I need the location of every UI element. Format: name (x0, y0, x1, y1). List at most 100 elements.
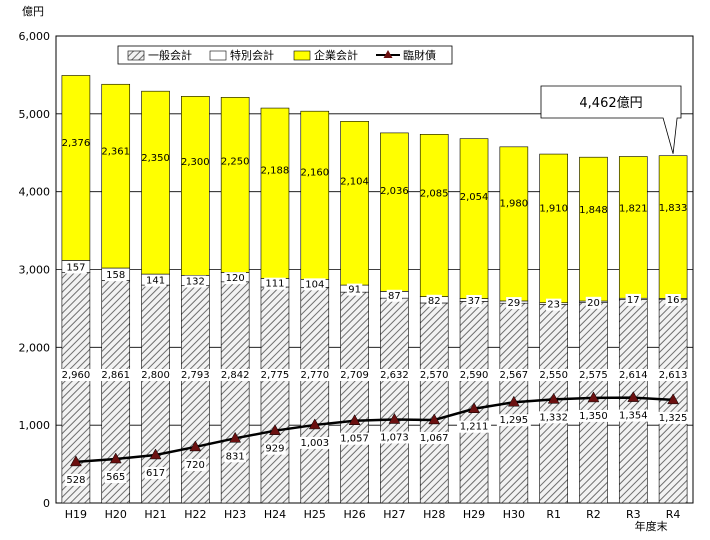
label-enterprise: 2,376 (62, 138, 91, 149)
label-special-bg (545, 298, 562, 311)
label-line-bg (297, 436, 332, 449)
label-general-bg (656, 369, 691, 381)
label-enterprise: 2,300 (181, 157, 210, 168)
x-tick-label: H19 (65, 508, 87, 521)
plot-area (55, 35, 694, 504)
label-general-bg (178, 369, 213, 381)
label-general-bg (536, 369, 571, 381)
y-axis-ticks: 0 1,000 2,000 3,000 4,000 5,000 6,000 (19, 30, 51, 510)
label-line-bg (496, 414, 531, 427)
label-line: 528 (66, 475, 85, 486)
callout-text: 4,462億円 (579, 95, 642, 111)
bar-general (340, 291, 369, 504)
bar-general (101, 280, 131, 504)
y-tick-label: 5,000 (19, 108, 51, 121)
x-tick-label: H23 (224, 508, 246, 521)
label-general-bg (98, 369, 133, 381)
label-general: 2,861 (101, 370, 130, 381)
label-special-bg (65, 261, 87, 274)
label-special-bg (426, 294, 442, 307)
label-general: 2,775 (261, 370, 290, 381)
label-general: 2,770 (300, 370, 329, 381)
bars: 2,960 157 2,376 2,861 158 2,361 2,800 141 2,350 2… (58, 75, 691, 504)
label-line-bg (264, 442, 286, 455)
bar-enterprise (380, 132, 409, 292)
legend-label: 臨財債 (403, 48, 436, 62)
label-general: 2,567 (500, 370, 529, 381)
line-marker (627, 391, 640, 402)
y-tick-label: 1,000 (19, 419, 51, 432)
line-marker (348, 414, 361, 425)
label-special-bg (184, 275, 207, 288)
label-special-bg (144, 274, 167, 287)
bar-general (61, 272, 91, 504)
bar-enterprise (101, 83, 131, 269)
label-enterprise: 1,980 (500, 198, 529, 209)
bar-enterprise (141, 90, 170, 275)
label-general-bg (58, 369, 93, 381)
bar-enterprise (260, 107, 290, 279)
label-line-bg (417, 431, 452, 444)
label-general-bg (138, 369, 173, 381)
label-special: 20 (587, 298, 600, 309)
legend-swatch (293, 50, 311, 61)
label-general-bg (218, 369, 253, 381)
label-enterprise: 2,085 (420, 189, 449, 200)
legend-label: 企業会計 (314, 48, 358, 62)
label-line-bg (144, 466, 167, 479)
label-special-bg (303, 278, 326, 291)
label-general-bg (377, 369, 412, 381)
bar-general (220, 281, 250, 504)
x-tick-label: H22 (184, 508, 206, 521)
line-marker (69, 455, 82, 467)
label-line: 1,003 (300, 438, 329, 449)
label-general: 2,550 (539, 370, 568, 381)
label-line: 1,325 (659, 413, 688, 424)
label-general: 2,793 (181, 370, 210, 381)
label-general: 2,842 (221, 370, 250, 381)
label-line-bg (184, 458, 207, 471)
label-special: 87 (388, 291, 401, 302)
label-line: 1,295 (500, 415, 529, 426)
line-marker (269, 424, 281, 435)
label-general: 2,613 (659, 370, 688, 381)
line-marker (149, 448, 162, 460)
label-special: 23 (547, 300, 560, 311)
label-line: 1,211 (460, 422, 489, 433)
y-tick-label: 3,000 (19, 264, 51, 277)
bar-enterprise (61, 75, 91, 261)
label-line-bg (337, 432, 372, 445)
label-line: 929 (265, 444, 284, 455)
line-marker (308, 418, 321, 430)
label-general-bg (496, 369, 531, 381)
bar-general (380, 297, 409, 504)
label-special: 158 (106, 270, 125, 281)
x-tick-label: R3 (626, 508, 641, 521)
label-special-bg (625, 293, 641, 306)
x-axis-suffix-label: 年度末 (635, 519, 668, 533)
y-tick-label: 6,000 (19, 30, 51, 43)
bar-enterprise (340, 121, 369, 286)
label-enterprise: 1,848 (579, 205, 608, 216)
label-line-bg (65, 473, 87, 486)
legend-swatch (209, 50, 227, 61)
bar-general (459, 301, 489, 504)
bar-enterprise (220, 97, 250, 273)
line-marker (468, 402, 480, 413)
label-general-bg (257, 369, 292, 381)
bar-enterprise (419, 134, 449, 297)
x-tick-label: H20 (105, 508, 127, 521)
label-special: 120 (226, 273, 245, 284)
label-general-bg (616, 369, 651, 381)
label-general: 2,800 (141, 370, 170, 381)
label-general: 2,614 (619, 370, 648, 381)
bar-general (260, 286, 290, 504)
x-tick-label: H25 (304, 508, 326, 521)
label-general-bg (337, 369, 372, 381)
label-enterprise: 2,361 (101, 146, 130, 157)
label-special: 29 (507, 298, 520, 309)
label-general: 2,960 (62, 370, 91, 381)
label-line: 1,332 (539, 412, 568, 423)
x-tick-label: H29 (463, 508, 485, 521)
label-line-bg (576, 409, 611, 422)
